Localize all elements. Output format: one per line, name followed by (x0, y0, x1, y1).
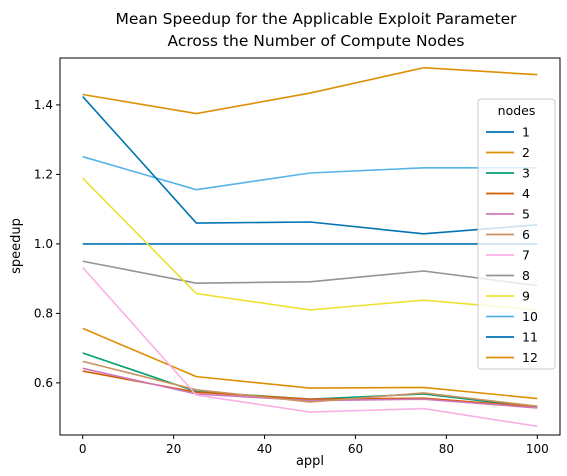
legend-label-10: 10 (522, 309, 538, 324)
x-tick-label: 60 (348, 442, 363, 456)
y-axis-label: speedup (9, 218, 24, 274)
legend-label-6: 6 (522, 227, 530, 242)
x-tick-label: 0 (79, 442, 87, 456)
series-line-6 (82, 360, 538, 407)
series-line-2 (82, 327, 538, 400)
x-axis-label: appl (296, 454, 324, 469)
legend-label-8: 8 (522, 268, 530, 283)
y-tick-label: 1.0 (34, 237, 53, 251)
x-tick-label: 40 (257, 442, 272, 456)
x-tick-label: 80 (439, 442, 454, 456)
chart-title-line-2: Across the Number of Compute Nodes (167, 32, 464, 50)
chart-title-line-1: Mean Speedup for the Applicable Exploit … (115, 10, 517, 28)
legend-label-9: 9 (522, 289, 530, 304)
legend-label-1: 1 (522, 125, 530, 140)
series-line-8 (82, 260, 538, 287)
legend-label-7: 7 (522, 248, 530, 263)
series-line-7 (82, 266, 538, 428)
legend-label-2: 2 (522, 145, 530, 160)
series-layer (82, 66, 538, 428)
y-tick-label: 1.4 (34, 98, 53, 112)
series-line-5 (82, 367, 538, 409)
series-line-10 (82, 155, 538, 191)
legend-label-3: 3 (522, 166, 530, 181)
legend-box (477, 98, 556, 370)
legend-title: nodes (498, 103, 536, 118)
series-line-12 (82, 66, 538, 115)
y-tick-label: 0.6 (34, 376, 53, 390)
y-tick-label: 0.8 (34, 306, 53, 320)
ticks-layer: 0 20 40 60 80 100 0.6 0.8 1.0 1.2 1.4 (34, 98, 549, 456)
series-line-9 (82, 177, 538, 311)
plot-area-frame (59, 57, 561, 436)
x-tick-label: 20 (166, 442, 181, 456)
legend-label-4: 4 (522, 186, 530, 201)
legend-label-11: 11 (522, 330, 538, 345)
y-tick-label: 1.2 (34, 167, 53, 181)
legend-label-5: 5 (522, 207, 530, 222)
series-line-11 (82, 96, 538, 235)
legend-label-12: 12 (522, 350, 538, 365)
x-tick-label: 100 (526, 442, 549, 456)
